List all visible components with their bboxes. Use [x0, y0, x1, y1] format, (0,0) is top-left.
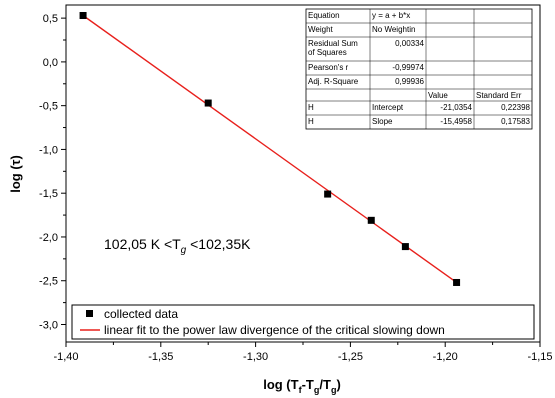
fit-table-cell: Residual Sum: [308, 39, 358, 48]
y-tick-label: -3,0: [39, 319, 58, 331]
fit-table-cell: Standard Err: [476, 91, 522, 100]
fit-table-cell: H: [308, 117, 314, 126]
data-point: [367, 216, 375, 224]
data-point: [324, 190, 332, 198]
y-tick-label: 0,0: [43, 57, 58, 69]
series-layer: [79, 12, 461, 286]
fit-table-cell: of Squares: [308, 48, 347, 57]
data-point: [401, 243, 409, 251]
y-tick-label: -1,5: [39, 188, 58, 200]
fit-table-cell: Intercept: [372, 103, 404, 112]
data-point: [204, 99, 212, 107]
fit-table-cell: Slope: [372, 117, 393, 126]
y-axis-title: log (τ): [8, 155, 23, 193]
legend-marker-collected-data: [86, 310, 93, 317]
x-tick-label: -1,20: [433, 351, 458, 363]
x-axis-title: log (Tf-Tg/Tg): [263, 377, 341, 395]
legend-box: [71, 304, 535, 340]
fit-table-cell: No Weightin: [372, 25, 415, 34]
fit-table-cell: 0,22398: [501, 103, 530, 112]
fit-table-cell: Adj. R-Square: [308, 77, 359, 86]
y-tick-label: 0,5: [43, 13, 58, 25]
fit-table: Equation y = a + b*x Weight No Weightin Resi…: [305, 8, 533, 130]
fit-table-cell: 0,99936: [395, 77, 424, 86]
temperature-annotation: 102,05 K <Tg <102,35K: [104, 236, 251, 256]
x-tick-label: -1,25: [338, 351, 363, 363]
fit-table-cell: y = a + b*x: [372, 11, 410, 20]
data-point: [79, 12, 87, 20]
legend-label-collected-data: collected data: [104, 307, 178, 321]
legend-label-fit: linear fit to the power law divergence o…: [104, 323, 445, 337]
x-tick-label: -1,15: [527, 351, 552, 363]
fit-table-cell: -0,99974: [392, 63, 424, 72]
y-tick-label: -2,5: [39, 276, 58, 288]
y-tick-label: -2,0: [39, 232, 58, 244]
legend: collected data linear fit to the power l…: [71, 304, 535, 340]
fit-table-cell: -15,4958: [440, 117, 472, 126]
fit-table-cell: -21,0354: [440, 103, 472, 112]
fit-table-cell: H: [308, 103, 314, 112]
x-tick-label: -1,30: [243, 351, 268, 363]
fit-table-cell: 0,17583: [501, 117, 530, 126]
x-axis: -1,40 -1,35 -1,30 -1,25 -1,20 -1,15: [53, 342, 553, 363]
fit-table-cell: Pearson's r: [308, 63, 349, 72]
fit-table-frame: [305, 8, 533, 130]
x-tick-label: -1,35: [148, 351, 173, 363]
fit-table-cell: Equation: [308, 11, 340, 20]
y-tick-label: -0,5: [39, 101, 58, 113]
y-axis: 0,5 0,0 -0,5 -1,0 -1,5 -2,0 -2,5 -3,0: [39, 13, 66, 331]
fit-line: [82, 14, 457, 284]
fit-table-cell: Value: [428, 91, 448, 100]
fit-table-cell: 0,00334: [395, 39, 424, 48]
x-tick-label: -1,40: [53, 351, 78, 363]
data-point: [453, 278, 461, 286]
y-tick-label: -1,0: [39, 144, 58, 156]
fit-table-cell: Weight: [308, 25, 334, 34]
